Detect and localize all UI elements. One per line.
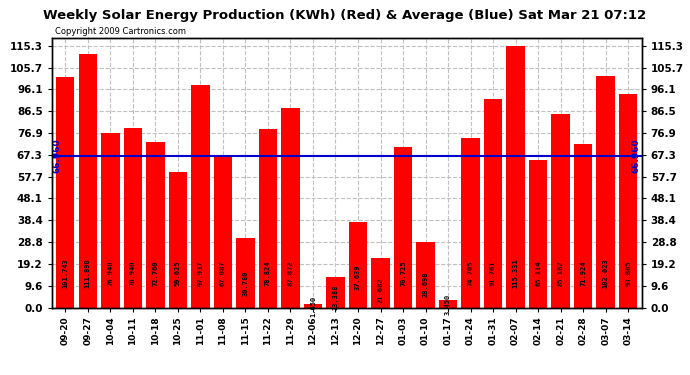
Bar	[101, 133, 119, 308]
Bar	[462, 138, 480, 308]
Bar	[236, 238, 255, 308]
Text: 97.937: 97.937	[197, 261, 204, 286]
Bar	[56, 76, 75, 308]
Bar	[304, 304, 322, 307]
Bar	[506, 46, 525, 308]
Text: 85.182: 85.182	[558, 261, 564, 286]
Text: 70.725: 70.725	[400, 261, 406, 286]
Bar	[124, 128, 142, 308]
Text: 67.087: 67.087	[220, 261, 226, 286]
Text: 78.940: 78.940	[130, 261, 136, 286]
Bar	[484, 99, 502, 308]
Text: 78.824: 78.824	[265, 261, 271, 286]
Bar	[348, 222, 367, 308]
Text: Copyright 2009 Cartronics.com: Copyright 2009 Cartronics.com	[55, 27, 186, 36]
Bar	[371, 258, 390, 308]
Bar	[416, 242, 435, 308]
Text: 71.924: 71.924	[580, 261, 586, 286]
Text: 72.760: 72.760	[152, 261, 158, 286]
Text: 37.639: 37.639	[355, 265, 361, 290]
Bar	[168, 172, 187, 308]
Bar	[394, 147, 412, 308]
Bar	[191, 85, 210, 308]
Text: 66.960: 66.960	[53, 138, 62, 173]
Text: 102.023: 102.023	[602, 259, 609, 288]
Text: 21.682: 21.682	[377, 278, 384, 303]
Text: 76.940: 76.940	[107, 261, 113, 286]
Text: 101.743: 101.743	[62, 259, 68, 288]
Bar	[326, 277, 345, 308]
Bar	[574, 144, 593, 308]
Text: 13.388: 13.388	[333, 284, 339, 310]
Bar	[282, 108, 299, 308]
Bar	[214, 155, 232, 308]
Bar	[439, 300, 457, 307]
Text: 30.780: 30.780	[242, 270, 248, 296]
Text: 111.890: 111.890	[85, 259, 91, 288]
Text: 66.960: 66.960	[631, 138, 640, 173]
Text: 91.761: 91.761	[490, 261, 496, 286]
Text: 28.698: 28.698	[422, 272, 428, 297]
Text: Weekly Solar Energy Production (KWh) (Red) & Average (Blue) Sat Mar 21 07:12: Weekly Solar Energy Production (KWh) (Re…	[43, 9, 647, 22]
Bar	[619, 94, 638, 308]
Text: 3.450: 3.450	[445, 294, 451, 315]
Text: 87.872: 87.872	[288, 261, 293, 286]
Text: 115.331: 115.331	[513, 259, 519, 288]
Bar	[79, 54, 97, 307]
Text: 93.885: 93.885	[625, 261, 631, 286]
Text: 74.705: 74.705	[468, 261, 473, 286]
Bar	[259, 129, 277, 308]
Bar	[551, 114, 570, 308]
Text: 59.625: 59.625	[175, 261, 181, 286]
Bar	[146, 142, 164, 308]
Bar	[596, 76, 615, 308]
Text: 65.114: 65.114	[535, 261, 541, 286]
Text: 1.650: 1.650	[310, 296, 316, 317]
Bar	[529, 160, 547, 308]
